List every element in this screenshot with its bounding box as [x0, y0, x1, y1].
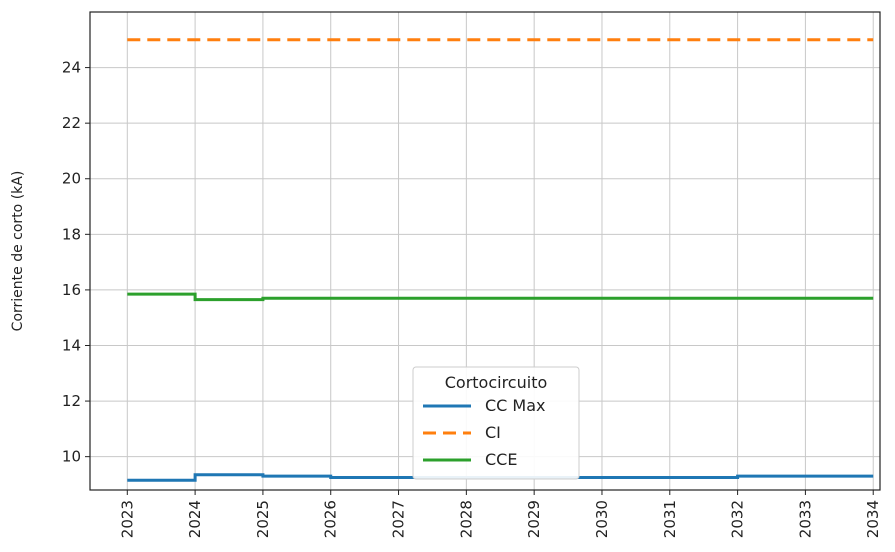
- legend-label-2: CCE: [485, 450, 517, 469]
- x-tick-label: 2028: [457, 500, 475, 538]
- y-tick-label: 14: [62, 336, 81, 354]
- y-tick-label: 18: [62, 225, 81, 243]
- y-tick-label: 22: [62, 114, 81, 132]
- x-tick-label: 2023: [118, 500, 136, 538]
- y-tick-label: 24: [62, 59, 81, 77]
- legend-title: Cortocircuito: [445, 373, 548, 392]
- x-tick-label: 2024: [186, 500, 204, 538]
- series-line-2: [127, 292, 874, 302]
- x-tick-label: 2031: [661, 500, 679, 538]
- x-tick-label: 2032: [729, 500, 747, 538]
- legend-label-1: CI: [485, 423, 501, 442]
- legend-label-0: CC Max: [485, 396, 546, 415]
- axis-ticks: 2023 2024 2025 2026 2027 2028 2029 2030 2031 2032…: [62, 59, 882, 539]
- x-tick-label: 2025: [254, 500, 272, 538]
- y-axis-label: Corriente de corto (kA): [10, 171, 26, 332]
- x-tick-label: 2034: [864, 500, 882, 538]
- legend-entries: CC Max CI CCE: [423, 396, 546, 469]
- x-tick-label: 2029: [525, 500, 543, 538]
- x-tick-label: 2026: [322, 500, 340, 538]
- y-tick-label: 10: [62, 448, 81, 466]
- x-tick-label: 2027: [390, 500, 408, 538]
- x-tick-label: 2033: [796, 500, 814, 538]
- y-tick-label: 16: [62, 281, 81, 299]
- plot-frame: [89, 11, 881, 491]
- legend-box: [412, 366, 580, 480]
- grid: [90, 12, 880, 490]
- legend: Cortocircuito CC Max CI CCE: [412, 366, 580, 480]
- y-tick-label: 20: [62, 170, 81, 188]
- y-tick-label: 12: [62, 392, 81, 410]
- x-tick-label: 2030: [593, 500, 611, 538]
